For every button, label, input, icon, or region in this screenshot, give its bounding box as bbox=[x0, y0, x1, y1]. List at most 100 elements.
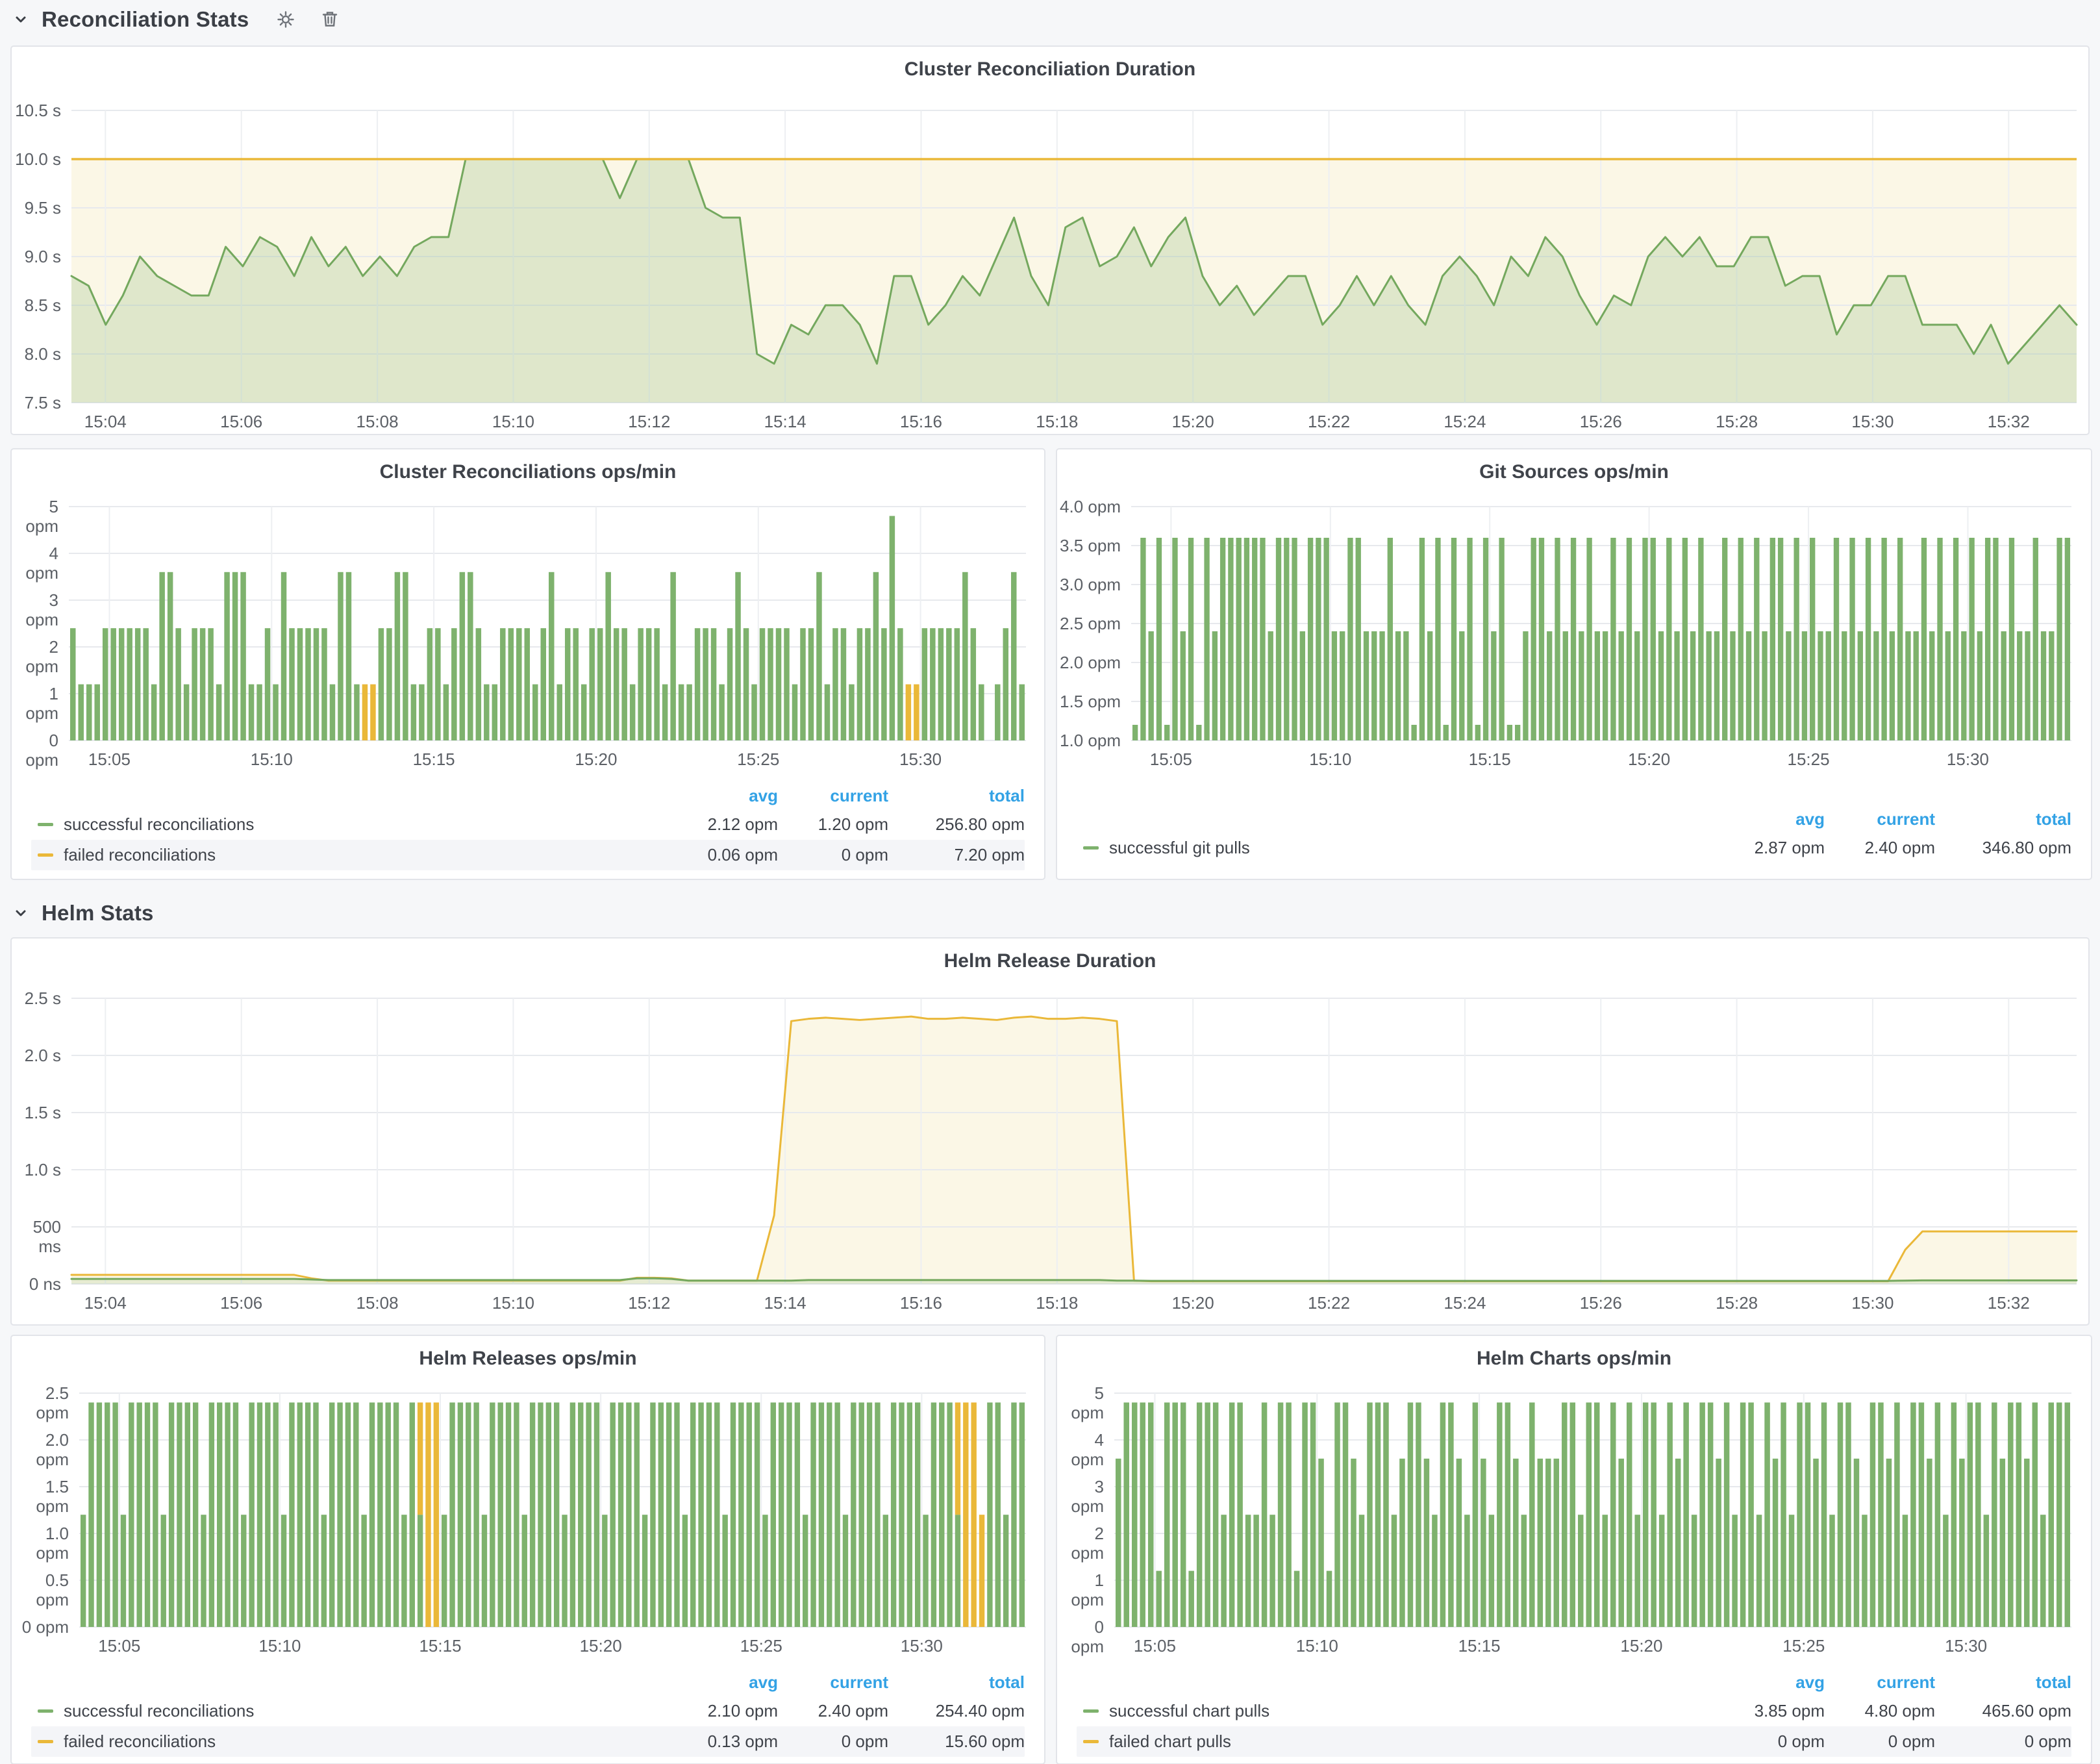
legend-column-avg[interactable]: avg bbox=[1795, 1672, 1825, 1692]
legend-series-marker-icon bbox=[1083, 1709, 1099, 1713]
legend-row[interactable]: successful reconciliations 2.10 opm 2.40 o… bbox=[31, 1696, 1025, 1726]
y-axis-tick: 7.5 s bbox=[24, 393, 61, 412]
x-axis-tick: 15:16 bbox=[899, 1293, 943, 1313]
section-header-reconciliation-stats[interactable]: Reconciliation Stats bbox=[12, 1, 341, 38]
helm_charts-canvas[interactable] bbox=[1114, 1392, 2071, 1628]
gear-icon[interactable] bbox=[275, 8, 297, 31]
git-sources-plot[interactable]: 4.0 opm 3.5 opm 3.0 opm 2.5 opm 2.0 opm 1.5 o… bbox=[1060, 497, 2071, 769]
y-axis-tick: 0 opm bbox=[25, 731, 58, 770]
legend-column-current[interactable]: current bbox=[1877, 1672, 1935, 1692]
helm_duration-canvas[interactable] bbox=[70, 998, 2078, 1285]
legend-column-avg[interactable]: avg bbox=[749, 1672, 778, 1692]
legend-column-current[interactable]: current bbox=[1877, 809, 1935, 829]
x-axis-tick: 15:10 bbox=[492, 1293, 534, 1313]
legend-series-label[interactable]: failed reconciliations bbox=[31, 1732, 668, 1752]
legend-column-avg[interactable]: avg bbox=[1795, 809, 1825, 829]
legend-column-total[interactable]: total bbox=[989, 1672, 1025, 1692]
x-axis-tick: 15:05 bbox=[1133, 1636, 1176, 1656]
legend-column-total[interactable]: total bbox=[2036, 1672, 2071, 1692]
x-axis-tick: 15:26 bbox=[1579, 1293, 1622, 1313]
y-axis-tick: 1.5 opm bbox=[1060, 692, 1121, 711]
legend-header: avg current total bbox=[31, 782, 1025, 809]
legend-series-marker-icon bbox=[38, 1709, 53, 1713]
helm-release-duration-plot[interactable]: 2.5 s 2.0 s 1.5 s 1.0 s 500 ms 0 ns 15:04 15:06… bbox=[25, 989, 2078, 1313]
legend-column-total[interactable]: total bbox=[2036, 809, 2071, 829]
legend-column-avg[interactable]: avg bbox=[749, 785, 778, 805]
helm-releases-plot[interactable]: 2.5 opm 2.0 opm 1.5 opm 1.0 opm 0.5 opm 0 opm… bbox=[22, 1383, 1026, 1656]
legend-header: avg current total bbox=[1077, 805, 2071, 833]
legend-stat-avg: 2.87 opm bbox=[1754, 838, 1825, 857]
y-axis-tick: 2 opm bbox=[25, 637, 58, 676]
x-axis-tick: 15:30 bbox=[1946, 750, 1990, 769]
legend-series-label[interactable]: successful chart pulls bbox=[1077, 1701, 1714, 1721]
x-axis-tick: 15:12 bbox=[628, 1293, 671, 1313]
panel-title[interactable]: Cluster Reconciliation Duration bbox=[904, 58, 1196, 80]
cluster-reconciliation-duration-plot[interactable]: 10.5 s 10.0 s 9.5 s 9.0 s 8.5 s 8.0 s 7.5 s 15:… bbox=[15, 101, 2078, 431]
panel-title[interactable]: Git Sources ops/min bbox=[1479, 461, 1669, 483]
helm-releases-legend: avg current total successful reconciliation… bbox=[31, 1669, 1025, 1757]
section-header-helm-stats[interactable]: Helm Stats bbox=[12, 895, 154, 931]
legend-stat-total: 7.20 opm bbox=[954, 845, 1025, 864]
legend-series-label[interactable]: successful git pulls bbox=[1077, 838, 1714, 858]
cluster-reconciliations-legend: avg current total successful reconciliation… bbox=[31, 782, 1025, 870]
legend-header: avg current total bbox=[1077, 1669, 2071, 1696]
panel-title[interactable]: Helm Charts ops/min bbox=[1476, 1348, 1672, 1369]
legend-series-marker-icon bbox=[1083, 1740, 1099, 1743]
x-axis-tick: 15:10 bbox=[1309, 750, 1352, 769]
x-axis-tick: 15:05 bbox=[88, 750, 131, 769]
x-axis-tick: 15:20 bbox=[1628, 750, 1671, 769]
legend-row[interactable]: failed reconciliations 0.13 opm 0 opm 15.60… bbox=[31, 1726, 1025, 1757]
panel-title[interactable]: Cluster Reconciliations ops/min bbox=[379, 461, 677, 483]
legend-series-label[interactable]: failed chart pulls bbox=[1077, 1732, 1714, 1752]
duration-canvas[interactable] bbox=[70, 110, 2078, 403]
legend-series-label[interactable]: successful reconciliations bbox=[31, 814, 668, 835]
legend-row[interactable]: successful git pulls 2.87 opm 2.40 opm 346.… bbox=[1077, 833, 2071, 863]
x-axis-tick: 15:25 bbox=[737, 750, 780, 769]
y-axis-tick: 1 opm bbox=[25, 684, 58, 723]
section-title: Reconciliation Stats bbox=[42, 7, 249, 31]
x-axis-tick: 15:10 bbox=[1295, 1636, 1338, 1656]
legend-series-name: successful chart pulls bbox=[1109, 1701, 1270, 1720]
helm_releases-canvas[interactable] bbox=[79, 1392, 1026, 1628]
x-axis-tick: 15:20 bbox=[575, 750, 618, 769]
y-axis-tick: 3 opm bbox=[25, 590, 58, 629]
chevron-down-icon[interactable] bbox=[12, 904, 30, 922]
y-axis-tick: 1.0 s bbox=[24, 1160, 61, 1179]
git_sources-canvas[interactable] bbox=[1131, 506, 2071, 741]
y-axis-tick: 3.0 opm bbox=[1060, 575, 1121, 594]
panel-title[interactable]: Helm Releases ops/min bbox=[419, 1348, 637, 1369]
x-axis-tick: 15:10 bbox=[492, 412, 534, 431]
legend-row[interactable]: successful chart pulls 3.85 opm 4.80 opm 46… bbox=[1077, 1696, 2071, 1726]
x-axis-tick: 15:08 bbox=[356, 1293, 399, 1313]
y-axis-tick: 1.0 opm bbox=[36, 1524, 69, 1563]
legend-stat-current: 0 opm bbox=[841, 1732, 888, 1751]
x-axis-tick: 15:30 bbox=[1945, 1636, 1988, 1656]
x-axis-tick: 15:18 bbox=[1036, 412, 1079, 431]
panel-git-sources: Git Sources ops/min 4.0 opm 3.5 opm 3.0 op… bbox=[1056, 448, 2092, 880]
git-sources-legend: avg current total successful git pulls 2.87 … bbox=[1077, 805, 2071, 863]
chevron-down-icon[interactable] bbox=[12, 10, 30, 29]
legend-series-label[interactable]: successful reconciliations bbox=[31, 1701, 668, 1721]
legend-series-label[interactable]: failed reconciliations bbox=[31, 845, 668, 865]
legend-column-current[interactable]: current bbox=[830, 785, 888, 805]
trash-icon[interactable] bbox=[319, 8, 341, 31]
y-axis-tick: 8.5 s bbox=[24, 296, 61, 315]
x-axis-tick: 15:25 bbox=[740, 1636, 782, 1656]
y-axis-tick: 0 opm bbox=[1071, 1617, 1104, 1656]
panel-title[interactable]: Helm Release Duration bbox=[944, 950, 1156, 972]
legend-row[interactable]: failed reconciliations 0.06 opm 0 opm 7.20 … bbox=[31, 840, 1025, 870]
cluster-reconciliations-plot[interactable]: 5 opm 4 opm 3 opm 2 opm 1 opm 0 opm 15:05 15:10… bbox=[25, 497, 1026, 770]
legend-column-current[interactable]: current bbox=[830, 1672, 888, 1692]
x-axis-tick: 15:30 bbox=[900, 1636, 943, 1656]
helm-charts-plot[interactable]: 5 opm 4 opm 3 opm 2 opm 1 opm 0 opm 15:05 15:10… bbox=[1071, 1383, 2071, 1656]
legend-row[interactable]: successful reconciliations 2.12 opm 1.20 o… bbox=[31, 809, 1025, 840]
y-axis-tick: 10.5 s bbox=[15, 101, 61, 120]
cluster_recs-canvas[interactable] bbox=[69, 506, 1026, 741]
x-axis-tick: 15:15 bbox=[419, 1636, 462, 1656]
x-axis-tick: 15:16 bbox=[899, 412, 943, 431]
legend-row[interactable]: failed chart pulls 0 opm 0 opm 0 opm bbox=[1077, 1726, 2071, 1757]
legend-stat-avg: 0.06 opm bbox=[707, 845, 778, 864]
x-axis-tick: 15:08 bbox=[356, 412, 399, 431]
legend-column-total[interactable]: total bbox=[989, 785, 1025, 805]
legend-stat-current: 0 opm bbox=[841, 845, 888, 864]
